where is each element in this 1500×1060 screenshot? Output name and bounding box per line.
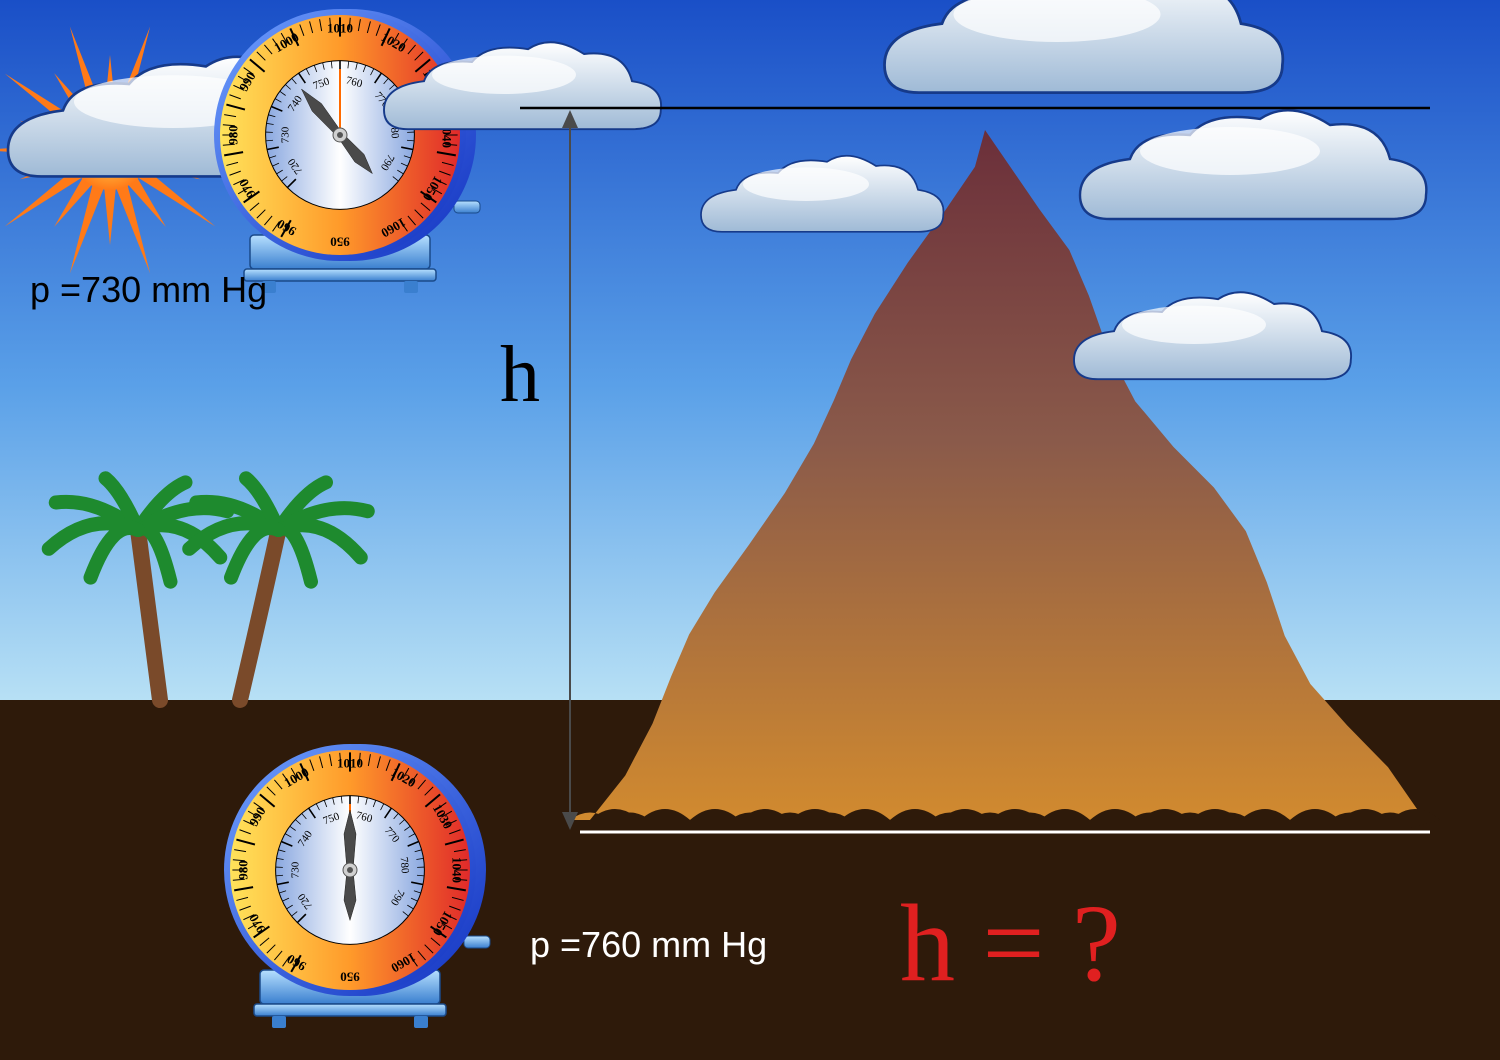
svg-text:980: 980 bbox=[225, 125, 240, 145]
barometer-top: 9609709809901000101010201030104010501060… bbox=[214, 9, 476, 261]
svg-text:780: 780 bbox=[398, 857, 411, 875]
svg-text:950: 950 bbox=[340, 970, 360, 985]
svg-text:1010: 1010 bbox=[327, 20, 353, 35]
svg-text:950: 950 bbox=[330, 235, 350, 250]
diagram-svg: 9609709809901000101010201030104010501060… bbox=[0, 0, 1500, 1060]
svg-text:730: 730 bbox=[290, 861, 302, 878]
svg-text:980: 980 bbox=[235, 860, 250, 880]
svg-text:1040: 1040 bbox=[450, 857, 465, 883]
barometer-bottom: 9609709809901000101010201030104010501060… bbox=[224, 744, 486, 996]
pressure-bottom-label: p =760 mm Hg bbox=[530, 924, 767, 966]
height-question-label: h = ? bbox=[900, 880, 1121, 1007]
pressure-top-label: p =730 mm Hg bbox=[30, 269, 267, 311]
height-variable-label: h bbox=[500, 330, 540, 421]
svg-text:1010: 1010 bbox=[337, 755, 363, 770]
svg-text:730: 730 bbox=[280, 126, 292, 143]
diagram-stage: 9609709809901000101010201030104010501060… bbox=[0, 0, 1500, 1060]
